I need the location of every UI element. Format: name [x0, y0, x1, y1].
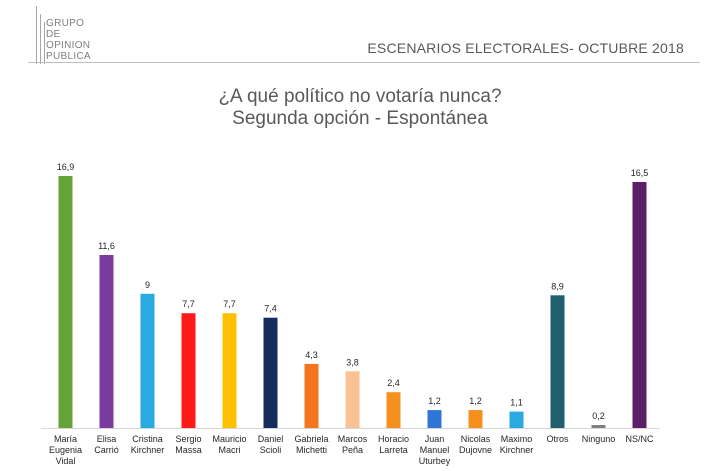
data-label: 8,9 — [551, 281, 564, 291]
x-tick-label: Elisa Carrió — [94, 434, 119, 455]
x-tick-label: Gabriela Michetti — [294, 434, 328, 455]
data-label: 9 — [145, 280, 150, 290]
bar — [304, 363, 319, 428]
chart-title: ¿A qué político no votaría nunca? — [218, 86, 502, 107]
x-tick-label: NS/NC — [625, 434, 654, 444]
x-tick-label: Daniel Scioli — [258, 434, 284, 455]
bar — [222, 313, 237, 428]
data-label: 7,4 — [264, 304, 277, 314]
x-tick-label: Cristina Kirchner — [131, 434, 165, 455]
x-tick-label: Mauricio Macri — [212, 434, 246, 455]
data-label: 3,8 — [346, 357, 359, 367]
bar — [345, 371, 360, 428]
bar — [58, 176, 73, 428]
data-label: 1,1 — [510, 398, 523, 408]
data-label: 11,6 — [98, 241, 115, 251]
data-label: 4,3 — [305, 350, 318, 360]
bar — [181, 313, 196, 428]
bar — [140, 293, 155, 428]
x-tick-label: Nicolas Dujovne — [459, 434, 492, 455]
bar — [427, 410, 442, 428]
x-tick-label: Sergio Massa — [175, 434, 202, 455]
data-label: 7,7 — [223, 299, 236, 309]
x-tick-label: Maximo Kirchner — [500, 434, 534, 455]
data-label: 16,5 — [631, 168, 649, 178]
logo-line: OPINION — [46, 40, 91, 51]
bar — [386, 392, 401, 428]
logo-line: PUBLICA — [46, 51, 91, 62]
data-label: 7,7 — [182, 299, 195, 309]
x-tick-label: Marcos Peña — [338, 434, 368, 455]
x-tick-label: María Eugenia Vidal — [49, 434, 82, 466]
data-label: 2,4 — [387, 378, 400, 388]
data-label: 1,2 — [428, 396, 441, 406]
logo-line: GRUPO — [46, 18, 85, 29]
x-tick-label: Juan Manuel Uturbey — [419, 434, 451, 466]
logo-text: GRUPO DE OPINION PUBLICA — [46, 18, 91, 62]
header-title: ESCENARIOS ELECTORALES- OCTUBRE 2018 — [367, 40, 684, 56]
logo-line: DE — [46, 29, 61, 40]
data-label: 16,9 — [57, 162, 75, 172]
bar — [632, 182, 647, 428]
logo: GRUPO DE OPINION PUBLICA — [6, 4, 106, 76]
bar — [99, 255, 114, 428]
data-label: 0,2 — [592, 411, 605, 421]
bar — [263, 317, 278, 428]
bar — [591, 425, 606, 428]
bar — [468, 410, 483, 428]
data-label: 1,2 — [469, 396, 482, 406]
x-tick-label: Ninguno — [582, 434, 616, 444]
x-tick-label: Horacio Larreta — [378, 434, 409, 455]
header-divider — [28, 62, 700, 63]
bar — [550, 295, 565, 428]
x-tick-label: Otros — [546, 434, 569, 444]
chart-subtitle: Segunda opción - Espontánea — [232, 108, 488, 129]
bar — [509, 411, 524, 428]
